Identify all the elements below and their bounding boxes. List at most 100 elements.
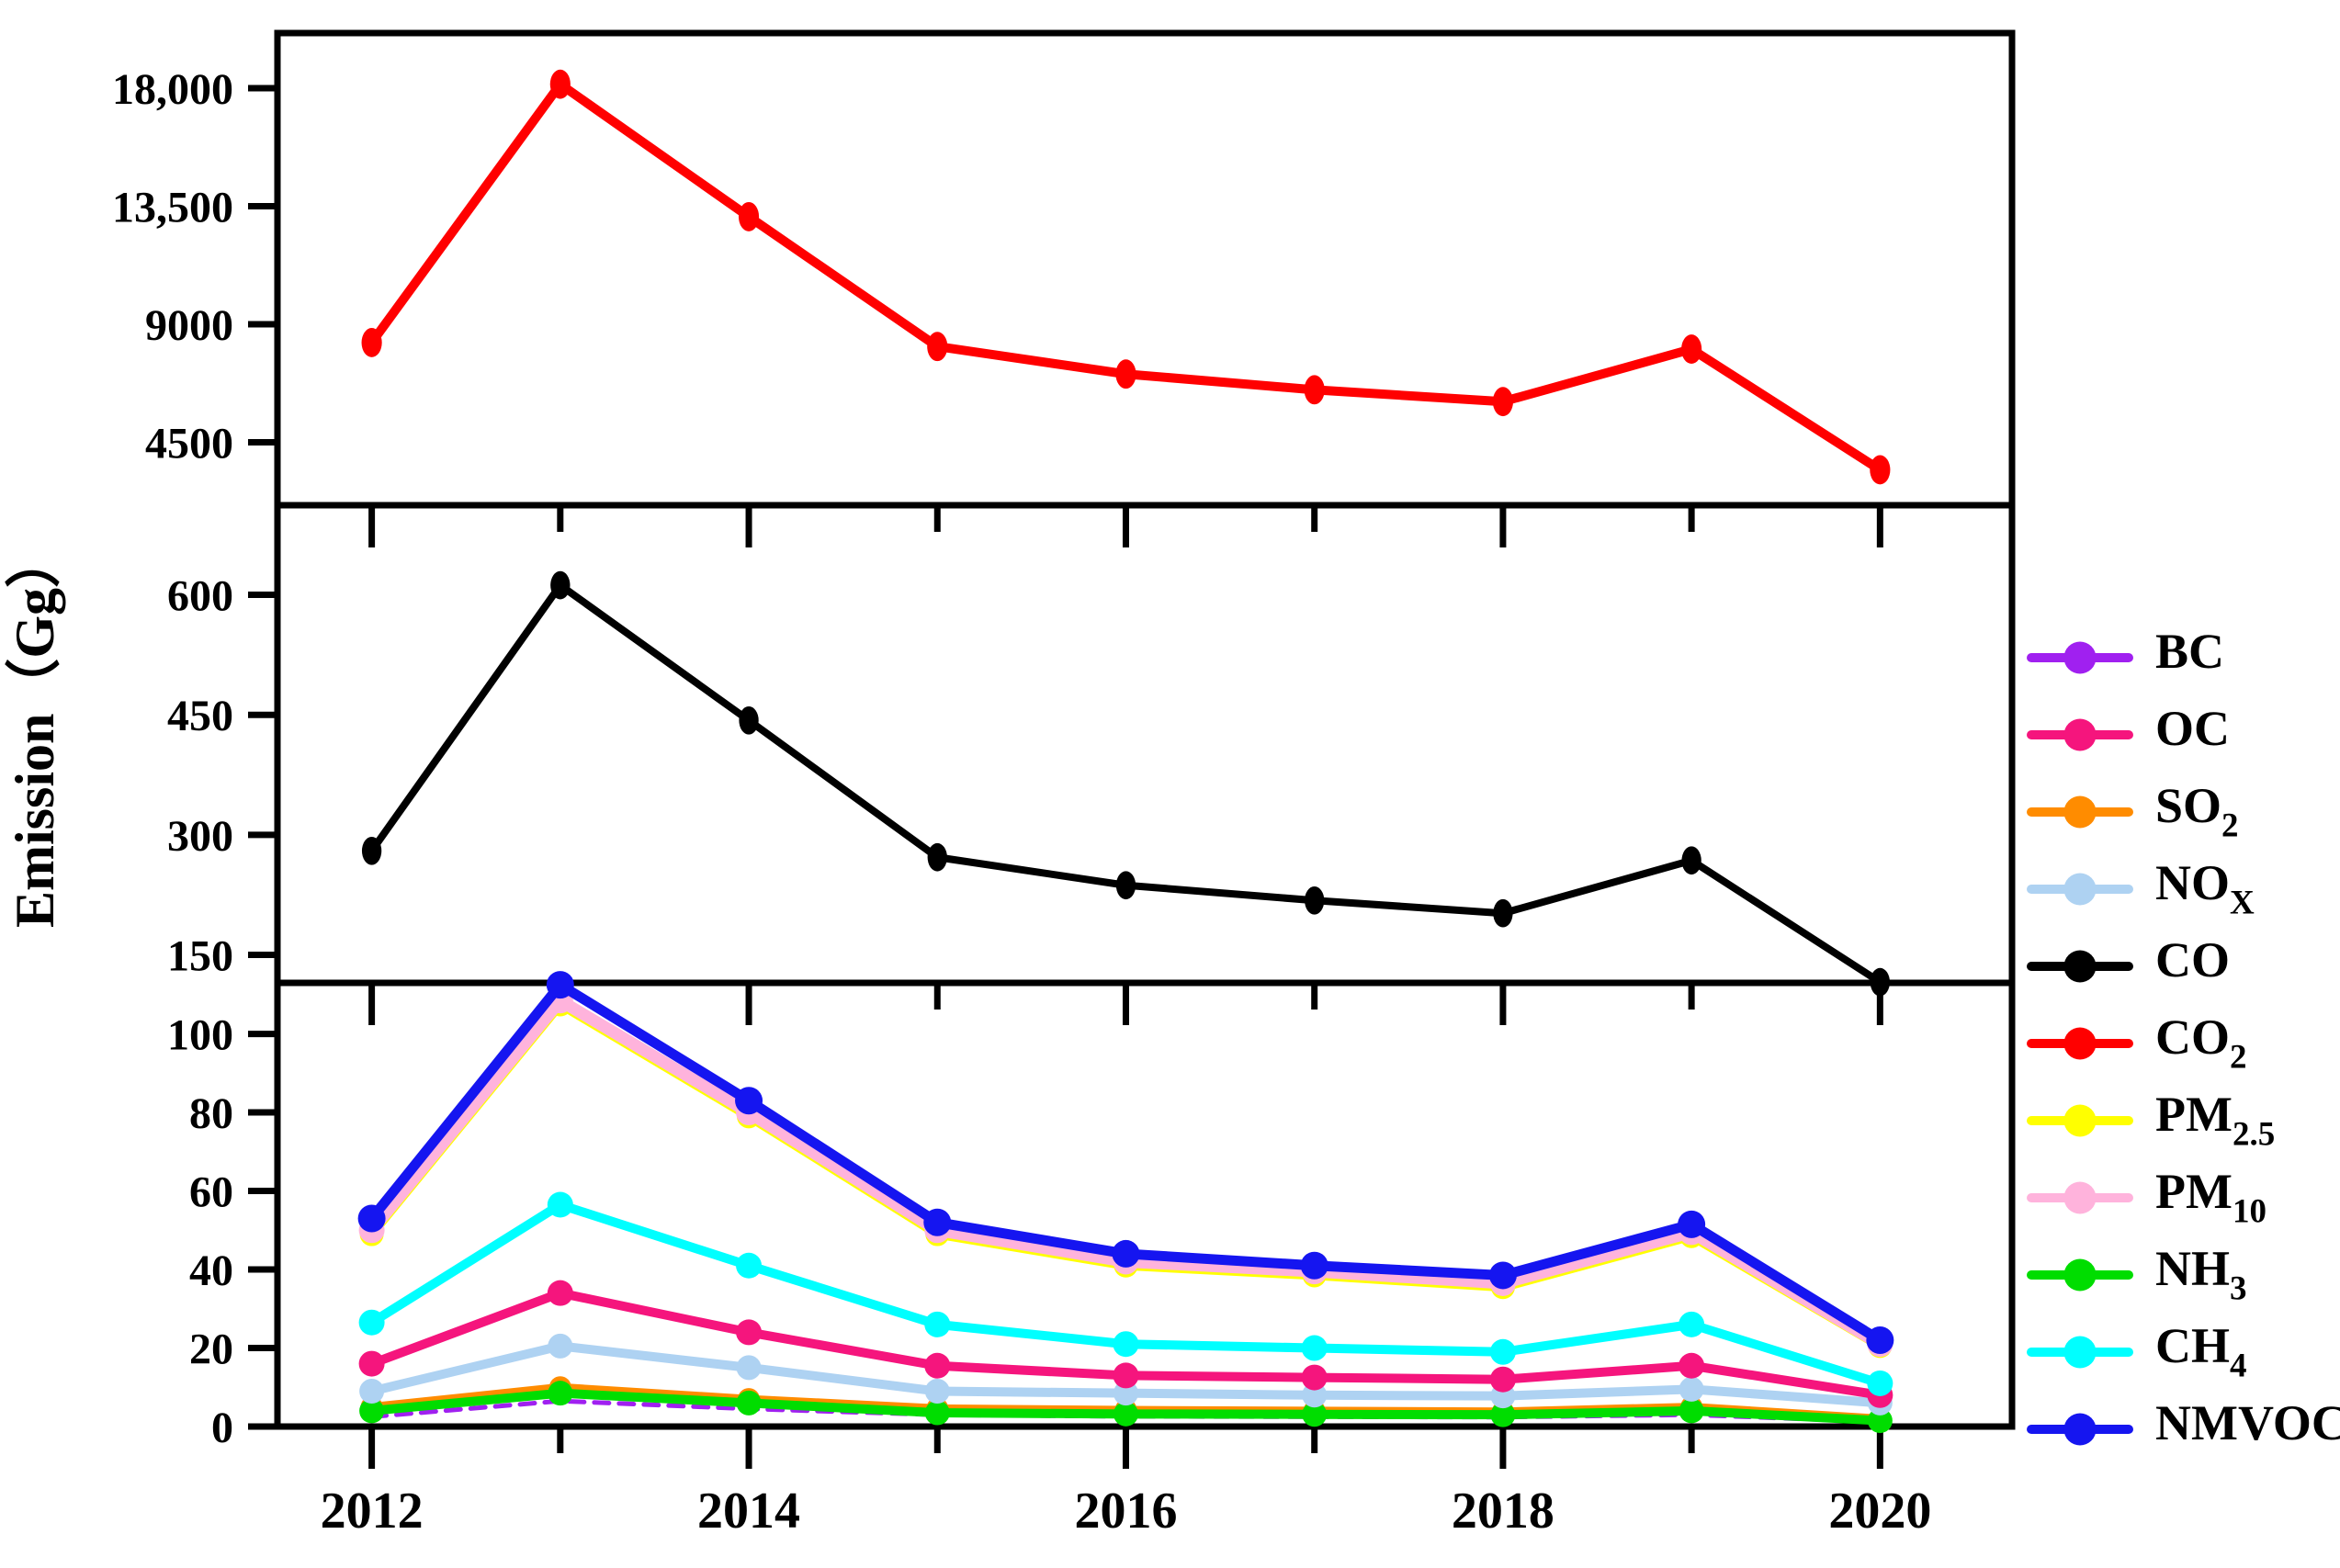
legend-dot-nh3 [2063, 1258, 2097, 1292]
series-line-nmvoc [367, 979, 1885, 1346]
legend-dot-co [2063, 950, 2097, 983]
x-tick-label: 2020 [1828, 1483, 1931, 1540]
y-tick-label: 40 [189, 1247, 233, 1295]
legend: BC OC SO2 NOX CO CO2 PM2.5 PM10 NH3 CH4 NMVOC [2027, 619, 2340, 1468]
data-point-nh3 [1113, 1401, 1138, 1427]
data-point-nmvoc [1112, 1239, 1140, 1268]
data-point-co2 [1870, 455, 1891, 485]
data-point-nh3 [548, 1381, 573, 1406]
legend-label-main: SO [2155, 778, 2222, 834]
data-point-oc [358, 1350, 385, 1377]
data-point-nh3 [1679, 1398, 1704, 1424]
legend-dot-pm25 [2063, 1104, 2097, 1137]
y-tick-label: 60 [189, 1168, 233, 1217]
legend-label-co2: CO2 [2155, 1012, 2247, 1075]
legend-dot-nox [2063, 873, 2097, 906]
legend-label-subscript: 2 [2221, 807, 2239, 845]
y-tick-label: 4500 [145, 419, 233, 468]
data-point-co [739, 705, 759, 735]
panel-minor-species-border [274, 979, 2016, 1430]
legend-dot-ch4 [2063, 1336, 2097, 1369]
y-tick-label: 600 [167, 572, 233, 621]
legend-marker-nox [2027, 873, 2133, 906]
data-point-nmvoc [1678, 1210, 1706, 1238]
y-tick-label: 80 [189, 1089, 233, 1138]
data-point-co2 [1304, 375, 1325, 405]
data-point-co2 [1115, 359, 1136, 389]
legend-marker-co [2027, 950, 2133, 983]
legend-dot-so2 [2063, 795, 2097, 829]
data-point-ch4 [1679, 1311, 1705, 1337]
y-tick-label: 300 [167, 812, 233, 861]
data-point-nh3 [736, 1390, 762, 1416]
data-point-ch4 [1301, 1335, 1328, 1361]
legend-label-subscript: 4 [2230, 1347, 2247, 1385]
legend-label-main: BC [2155, 624, 2225, 680]
data-point-nox [1302, 1382, 1328, 1408]
data-point-co2 [361, 328, 382, 357]
data-point-nox [548, 1333, 573, 1359]
data-point-nox [359, 1379, 385, 1404]
series-line-co [367, 581, 1884, 987]
legend-dot-co2 [2063, 1027, 2097, 1060]
data-point-ch4 [1113, 1331, 1139, 1358]
legend-label-pm25: PM2.5 [2155, 1089, 2275, 1152]
y-tick-label: 450 [167, 692, 233, 740]
legend-dot-nmvoc [2063, 1413, 2097, 1446]
data-point-co [1305, 886, 1325, 915]
data-point-nh3 [1867, 1408, 1893, 1434]
legend-marker-co2 [2027, 1027, 2133, 1060]
legend-label-pm10: PM10 [2155, 1167, 2267, 1229]
legend-item-nmvoc: NMVOC [2027, 1391, 2340, 1468]
data-point-co [1115, 871, 1136, 900]
data-point-co [1681, 846, 1701, 875]
legend-marker-oc [2027, 718, 2133, 751]
y-tick-label: 9000 [145, 301, 233, 350]
data-point-nmvoc [1300, 1251, 1328, 1280]
legend-label-main: PM [2155, 1087, 2233, 1143]
legend-item-oc: OC [2027, 696, 2340, 773]
data-point-oc [1301, 1364, 1328, 1391]
legend-label-main: CH [2155, 1318, 2230, 1374]
data-point-oc [924, 1352, 951, 1379]
legend-label-nox: NOX [2155, 858, 2255, 920]
legend-item-co2: CO2 [2027, 1005, 2340, 1082]
legend-item-so2: SO2 [2027, 773, 2340, 851]
data-point-ch4 [1867, 1370, 1893, 1396]
data-point-nmvoc [357, 1204, 386, 1233]
y-tick-label: 100 [167, 1011, 233, 1060]
y-axis-label: Emission（Gg） [4, 533, 65, 928]
legend-label-oc: OC [2155, 704, 2230, 766]
legend-label-main: NMVOC [2155, 1395, 2340, 1451]
legend-label-main: NH [2155, 1241, 2230, 1297]
series-line-pm10 [366, 994, 1886, 1350]
legend-dot-pm10 [2063, 1181, 2097, 1214]
legend-label-main: PM [2155, 1164, 2233, 1220]
series-line-pm2.5 [367, 999, 1885, 1351]
legend-marker-so2 [2027, 795, 2133, 829]
data-point-nmvoc [1866, 1325, 1894, 1354]
legend-marker-bc [2027, 641, 2133, 674]
legend-label-main: NO [2155, 855, 2230, 911]
legend-item-ch4: CH4 [2027, 1314, 2340, 1391]
legend-label-bc: BC [2155, 626, 2224, 689]
data-point-nmvoc [1488, 1261, 1517, 1290]
data-point-nox [1679, 1376, 1704, 1402]
y-tick-label: 13,500 [112, 183, 233, 231]
data-point-nox [1113, 1381, 1138, 1406]
data-point-co2 [549, 69, 571, 99]
legend-label-subscript: 2 [2230, 1038, 2247, 1077]
data-point-ch4 [1489, 1338, 1516, 1365]
legend-label-nh3: NH3 [2155, 1244, 2247, 1306]
legend-item-nh3: NH3 [2027, 1236, 2340, 1314]
legend-label-main: CO [2155, 1010, 2230, 1066]
panel-co2-border [274, 29, 2016, 509]
legend-marker-nh3 [2027, 1258, 2133, 1292]
data-point-nh3 [1302, 1402, 1328, 1427]
legend-label-subscript: 3 [2230, 1269, 2247, 1308]
legend-marker-ch4 [2027, 1336, 2133, 1369]
legend-label-co: CO [2155, 935, 2230, 998]
data-point-co [927, 842, 947, 872]
